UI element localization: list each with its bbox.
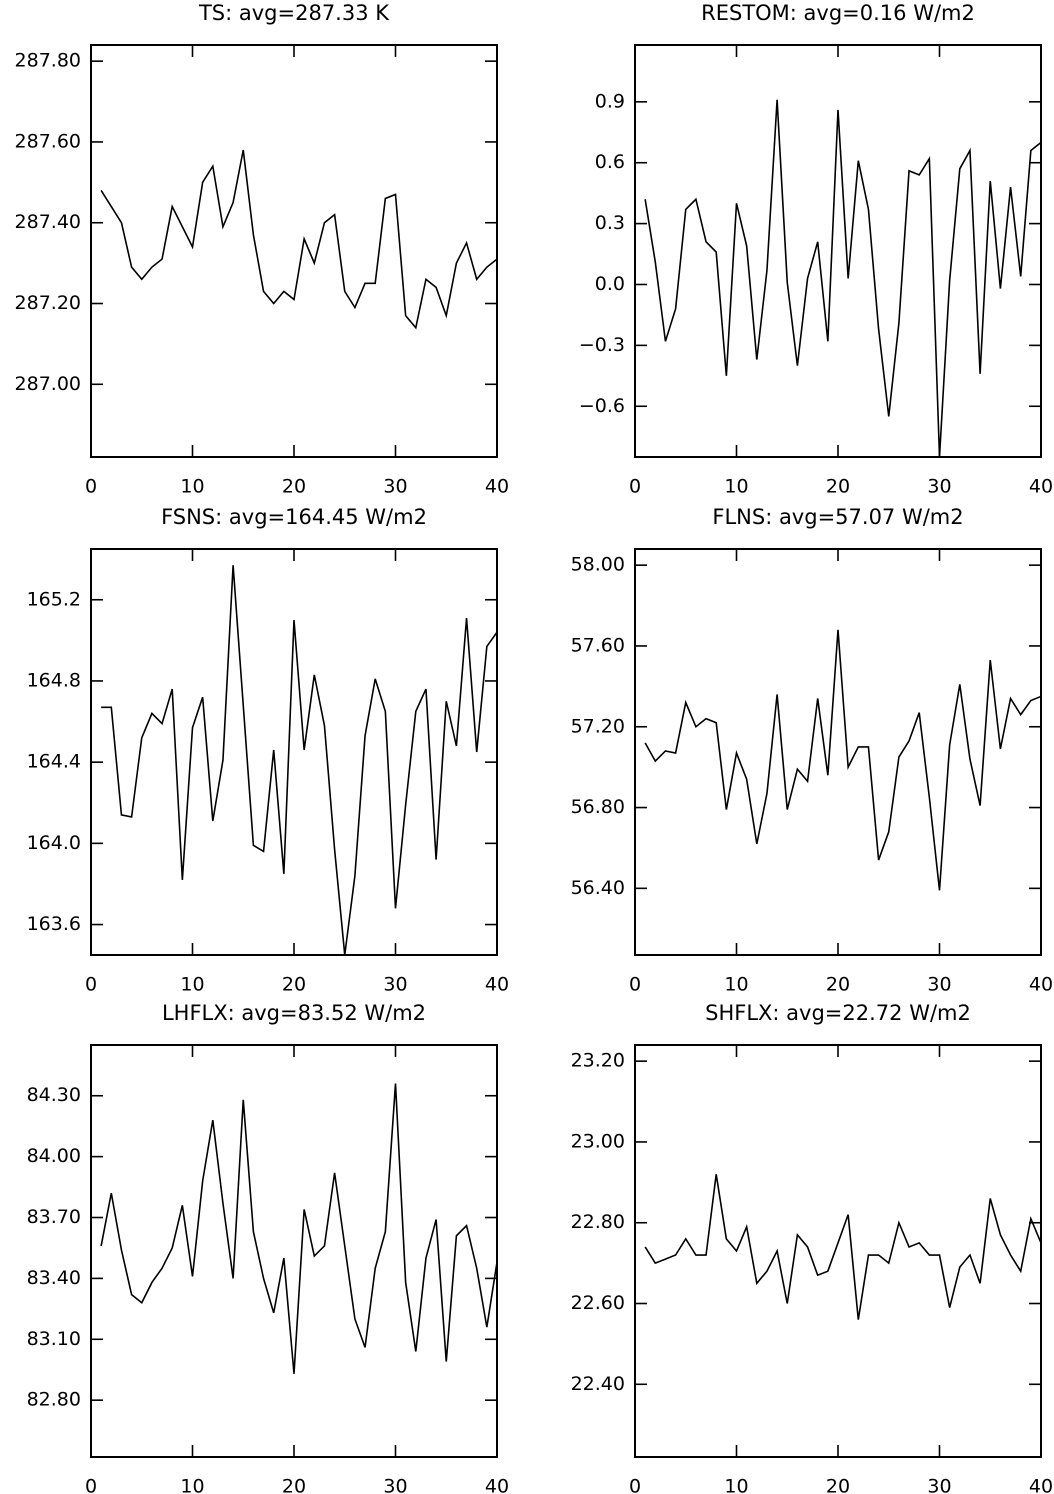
x-tick-label: 40 <box>1029 1476 1053 1494</box>
y-tick-label: 22.60 <box>571 1292 625 1314</box>
x-tick-label: 0 <box>629 1476 641 1494</box>
x-tick-label: 0 <box>629 476 641 498</box>
plot-frame <box>90 548 498 956</box>
plot-frame <box>634 548 1042 956</box>
y-tick-label: 57.60 <box>571 634 625 656</box>
y-tick-label: 287.80 <box>15 50 81 72</box>
y-tick-label: 56.40 <box>571 877 625 899</box>
panel: RESTOM: avg=0.16 W/m2 −0.6 −0.3 0.0 0.3 0.6 0.… <box>579 1 1053 498</box>
y-tick-label: 58.00 <box>571 554 625 576</box>
panel: LHFLX: avg=83.52 W/m2 82.80 83.10 83.40 83.7… <box>27 1001 510 1494</box>
x-tick-label: 10 <box>180 476 204 498</box>
x-tick-label: 20 <box>826 974 850 996</box>
chart-title: FSNS: avg=164.45 W/m2 <box>161 505 427 529</box>
data-line <box>100 149 497 330</box>
plot-frame <box>634 44 1042 458</box>
y-tick-label: 287.40 <box>15 211 81 233</box>
x-tick-label: 30 <box>383 476 407 498</box>
data-line <box>100 1083 497 1374</box>
y-tick-label: 22.80 <box>571 1211 625 1233</box>
panel: FSNS: avg=164.45 W/m2 163.6 164.0 164.4 164.… <box>27 505 510 996</box>
panel: SHFLX: avg=22.72 W/m2 22.40 22.60 22.80 23.0… <box>571 1001 1054 1494</box>
x-tick-label: 10 <box>724 476 748 498</box>
x-tick-label: 0 <box>85 1476 97 1494</box>
x-tick-label: 40 <box>485 1476 509 1494</box>
y-tick-label: 23.00 <box>571 1130 625 1152</box>
y-tick-label: 287.00 <box>15 373 81 395</box>
data-line <box>644 629 1041 891</box>
y-tick-label: 82.80 <box>27 1389 81 1411</box>
y-tick-label: 23.20 <box>571 1050 625 1072</box>
panel: FLNS: avg=57.07 W/m2 56.40 56.80 57.20 57.60… <box>571 505 1054 996</box>
data-line <box>644 99 1041 457</box>
y-tick-label: 0.9 <box>595 90 625 112</box>
y-tick-label: 287.20 <box>15 292 81 314</box>
y-tick-label: 83.10 <box>27 1328 81 1350</box>
x-tick-label: 40 <box>485 476 509 498</box>
x-tick-label: 40 <box>1029 974 1053 996</box>
y-tick-label: 0.0 <box>595 273 625 295</box>
x-tick-label: 20 <box>826 476 850 498</box>
x-tick-label: 30 <box>383 1476 407 1494</box>
x-tick-label: 10 <box>724 1476 748 1494</box>
plot-frame <box>90 44 498 458</box>
y-tick-label: 0.6 <box>595 151 625 173</box>
chart-title: RESTOM: avg=0.16 W/m2 <box>701 1 975 25</box>
y-tick-label: 56.80 <box>571 796 625 818</box>
chart-title: FLNS: avg=57.07 W/m2 <box>712 505 963 529</box>
x-tick-label: 20 <box>826 1476 850 1494</box>
y-tick-label: −0.6 <box>579 395 625 417</box>
x-tick-label: 0 <box>85 974 97 996</box>
y-tick-label: 164.8 <box>27 669 81 691</box>
y-tick-label: −0.3 <box>579 334 625 356</box>
plot-frame <box>634 1044 1042 1458</box>
x-tick-label: 30 <box>383 974 407 996</box>
y-tick-label: 163.6 <box>27 913 81 935</box>
x-tick-label: 30 <box>927 974 951 996</box>
y-tick-label: 57.20 <box>571 715 625 737</box>
y-tick-label: 84.00 <box>27 1145 81 1167</box>
chart-title: LHFLX: avg=83.52 W/m2 <box>162 1001 426 1025</box>
chart-title: SHFLX: avg=22.72 W/m2 <box>705 1001 971 1025</box>
x-tick-label: 20 <box>282 476 306 498</box>
x-tick-label: 30 <box>927 1476 951 1494</box>
x-tick-label: 10 <box>180 1476 204 1494</box>
x-tick-label: 40 <box>485 974 509 996</box>
x-tick-label: 10 <box>724 974 748 996</box>
y-tick-label: 164.4 <box>27 751 81 773</box>
y-tick-label: 165.2 <box>27 588 81 610</box>
plot-frame <box>90 1044 498 1458</box>
x-tick-label: 40 <box>1029 476 1053 498</box>
x-tick-label: 20 <box>282 974 306 996</box>
chart-title: TS: avg=287.33 K <box>198 1 390 25</box>
y-tick-label: 287.60 <box>15 130 81 152</box>
x-tick-label: 20 <box>282 1476 306 1494</box>
y-tick-label: 84.30 <box>27 1084 81 1106</box>
y-tick-label: 22.40 <box>571 1373 625 1395</box>
y-tick-label: 164.0 <box>27 832 81 854</box>
y-tick-label: 0.3 <box>595 212 625 234</box>
x-tick-label: 10 <box>180 974 204 996</box>
y-tick-label: 83.40 <box>27 1267 81 1289</box>
x-tick-label: 30 <box>927 476 951 498</box>
x-tick-label: 0 <box>85 476 97 498</box>
data-line <box>101 565 497 955</box>
panel: TS: avg=287.33 K 287.00 287.20 287.40 287.60… <box>15 1 510 498</box>
x-tick-label: 0 <box>629 974 641 996</box>
y-tick-label: 83.70 <box>27 1206 81 1228</box>
data-line <box>644 1174 1041 1320</box>
